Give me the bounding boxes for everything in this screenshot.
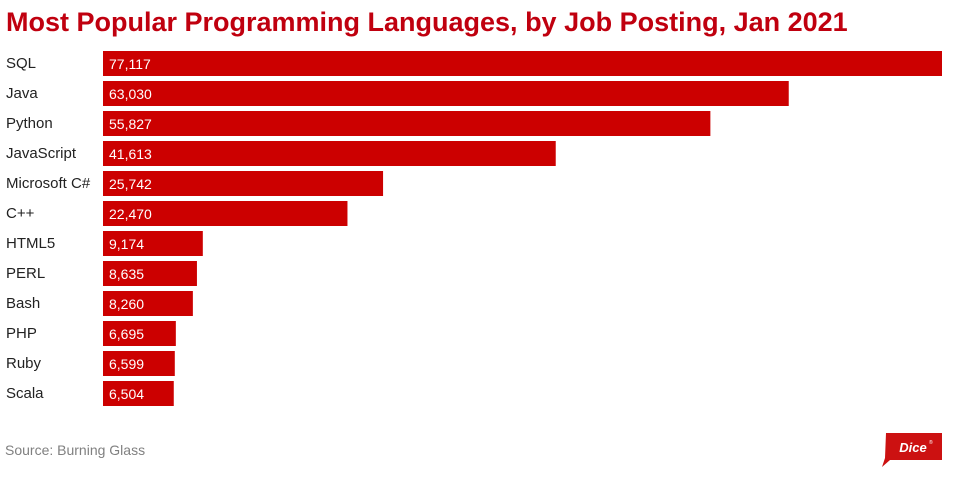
value-label-javascript: 41,613 [109, 146, 152, 162]
bar-sql [103, 51, 942, 76]
category-label-ruby: Ruby [6, 355, 42, 372]
value-label-html5: 9,174 [109, 236, 144, 252]
value-label-bash: 8,260 [109, 296, 144, 312]
bar-scala [103, 381, 174, 406]
category-label-c: C++ [6, 205, 35, 222]
value-label-scala: 6,504 [109, 386, 144, 402]
category-label-java: Java [6, 85, 38, 102]
logo-registered-mark: ® [929, 439, 933, 446]
value-label-java: 63,030 [109, 86, 152, 102]
category-label-javascript: JavaScript [6, 145, 77, 162]
category-label-microsoft-c: Microsoft C# [6, 175, 91, 192]
bar-perl [103, 261, 197, 286]
chart-title: Most Popular Programming Languages, by J… [6, 7, 848, 37]
category-label-bash: Bash [6, 295, 40, 312]
value-label-perl: 8,635 [109, 266, 144, 282]
logo-shape [882, 433, 942, 467]
category-label-sql: SQL [6, 55, 36, 72]
bar-python [103, 111, 711, 136]
bar-c [103, 201, 348, 226]
category-label-scala: Scala [6, 385, 44, 402]
bar-java [103, 81, 789, 106]
logo-text: Dice [899, 440, 926, 455]
value-label-python: 55,827 [109, 116, 152, 132]
bar-microsoft-c [103, 171, 384, 196]
bar-php [103, 321, 176, 346]
category-label-python: Python [6, 115, 53, 132]
value-label-sql: 77,117 [109, 56, 151, 72]
bar-javascript [103, 141, 556, 166]
bar-group: SQL 77,117 Java 63,030 Python 55,827 JavaScrip… [6, 51, 942, 406]
bar-ruby [103, 351, 175, 376]
bar-chart: SQL 77,117 Java 63,030 Python 55,827 JavaScrip… [6, 51, 942, 406]
category-label-php: PHP [6, 325, 37, 342]
category-label-perl: PERL [6, 265, 45, 282]
value-label-php: 6,695 [109, 326, 144, 342]
bar-html5 [103, 231, 203, 256]
value-label-ruby: 6,599 [109, 356, 144, 372]
value-label-microsoft-c: 25,742 [109, 176, 152, 192]
category-label-html5: HTML5 [6, 235, 55, 252]
source-note: Source: Burning Glass [5, 442, 146, 458]
value-label-c: 22,470 [109, 206, 152, 222]
dice-logo-icon: Dice ® [882, 433, 942, 467]
bar-bash [103, 291, 193, 316]
